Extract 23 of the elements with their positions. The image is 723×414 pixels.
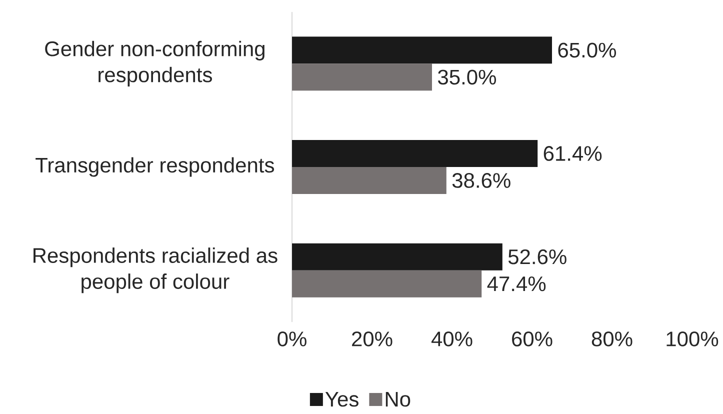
x-tick-label: 40% [431, 332, 472, 346]
y-tick-label: Gender non-conforming respondents [45, 40, 264, 86]
bar [292, 36, 552, 64]
bar [292, 64, 432, 91]
bar [292, 140, 538, 167]
bar [292, 166, 446, 194]
x-tick-label: 60% [512, 332, 552, 346]
bar [292, 243, 502, 270]
data-label: 35.0% [438, 70, 496, 85]
y-tick-label: Respondents racialized as people of colour [34, 248, 278, 294]
x-tick-label: 80% [592, 332, 632, 346]
legend-label: Yes [325, 392, 358, 407]
legend-label: No [386, 392, 410, 407]
x-tick-label: 0% [278, 332, 306, 346]
data-label: 47.4% [487, 276, 546, 292]
x-tick-label: 20% [352, 332, 392, 346]
data-label: 52.6% [508, 249, 566, 264]
bar [292, 270, 482, 298]
data-label: 61.4% [544, 146, 602, 161]
data-label: 38.6% [452, 173, 510, 188]
data-label: 65.0% [558, 42, 616, 58]
x-tick-label: 100% [666, 332, 718, 346]
y-tick-label: Transgender respondents [36, 157, 274, 177]
